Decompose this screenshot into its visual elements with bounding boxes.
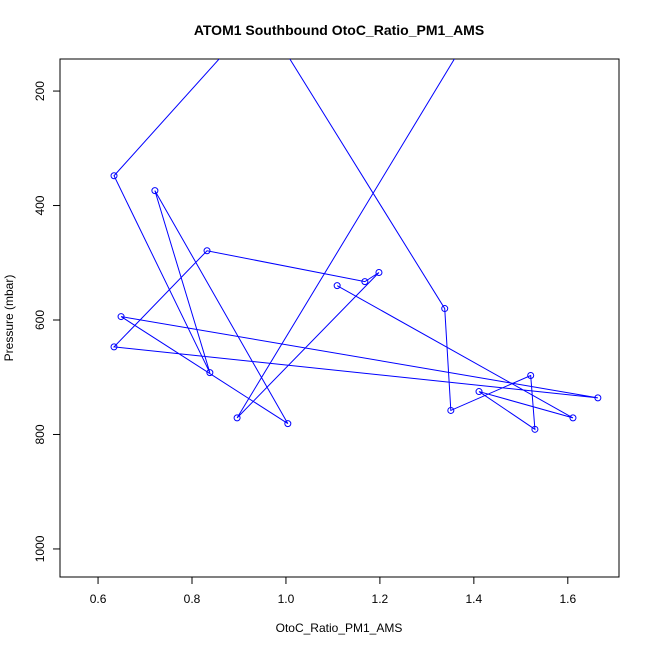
y-tick-label: 1000 — [33, 535, 47, 562]
data-point — [531, 425, 539, 433]
data-point — [361, 278, 369, 286]
data-point — [284, 420, 292, 428]
x-tick-label: 1.2 — [372, 592, 389, 606]
plot-frame — [59, 58, 620, 578]
x-tick-label: 1.6 — [559, 592, 576, 606]
data-point — [117, 313, 125, 321]
data-point — [110, 343, 118, 351]
y-tick-label: 400 — [33, 195, 47, 215]
data-point — [151, 187, 159, 195]
data-point — [447, 406, 455, 414]
plot-area — [110, 59, 602, 433]
chart-title: ATOM1 Southbound OtoC_Ratio_PM1_AMS — [194, 22, 484, 38]
data-point — [206, 369, 214, 377]
x-tick-label: 1.0 — [278, 592, 295, 606]
data-point — [527, 372, 535, 380]
y-tick-label: 200 — [33, 81, 47, 101]
data-line — [112, 59, 598, 431]
data-point — [203, 247, 211, 255]
data-point — [233, 414, 241, 422]
x-tick-label: 1.4 — [466, 592, 483, 606]
y-tick-label: 800 — [33, 424, 47, 444]
x-tick-label: 0.8 — [184, 592, 201, 606]
x-tick-label: 0.6 — [90, 592, 107, 606]
y-axis-label: Pressure (mbar) — [2, 275, 16, 362]
data-point — [375, 268, 383, 276]
data-point — [594, 394, 602, 402]
data-point — [475, 388, 483, 396]
data-point — [110, 172, 118, 180]
y-tick-label: 600 — [33, 310, 47, 330]
x-axis-label: OtoC_Ratio_PM1_AMS — [276, 621, 403, 635]
data-point — [441, 305, 449, 313]
data-point — [333, 282, 341, 290]
data-point — [569, 414, 577, 422]
